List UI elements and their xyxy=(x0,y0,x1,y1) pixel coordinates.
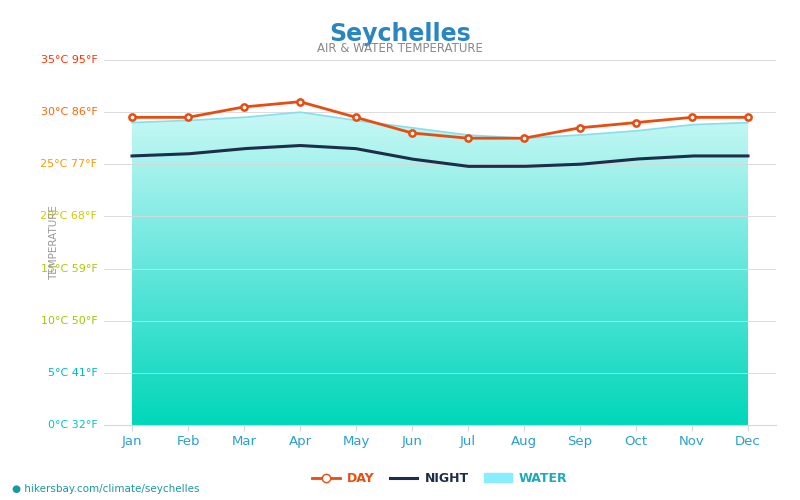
Text: TEMPERATURE: TEMPERATURE xyxy=(49,205,58,280)
Text: 15°C 59°F: 15°C 59°F xyxy=(41,264,98,274)
Text: 30°C 86°F: 30°C 86°F xyxy=(41,107,98,117)
Text: Seychelles: Seychelles xyxy=(329,22,471,46)
Text: 0°C 32°F: 0°C 32°F xyxy=(47,420,98,430)
Text: 25°C 77°F: 25°C 77°F xyxy=(40,160,98,170)
Text: ● hikersbay.com/climate/seychelles: ● hikersbay.com/climate/seychelles xyxy=(12,484,199,494)
Text: 35°C 95°F: 35°C 95°F xyxy=(41,55,98,65)
Text: 10°C 50°F: 10°C 50°F xyxy=(41,316,98,326)
Text: AIR & WATER TEMPERATURE: AIR & WATER TEMPERATURE xyxy=(317,42,483,56)
Legend: DAY, NIGHT, WATER: DAY, NIGHT, WATER xyxy=(307,467,573,490)
Text: 20°C 68°F: 20°C 68°F xyxy=(41,212,98,222)
PathPatch shape xyxy=(132,112,748,425)
Text: 5°C 41°F: 5°C 41°F xyxy=(47,368,98,378)
